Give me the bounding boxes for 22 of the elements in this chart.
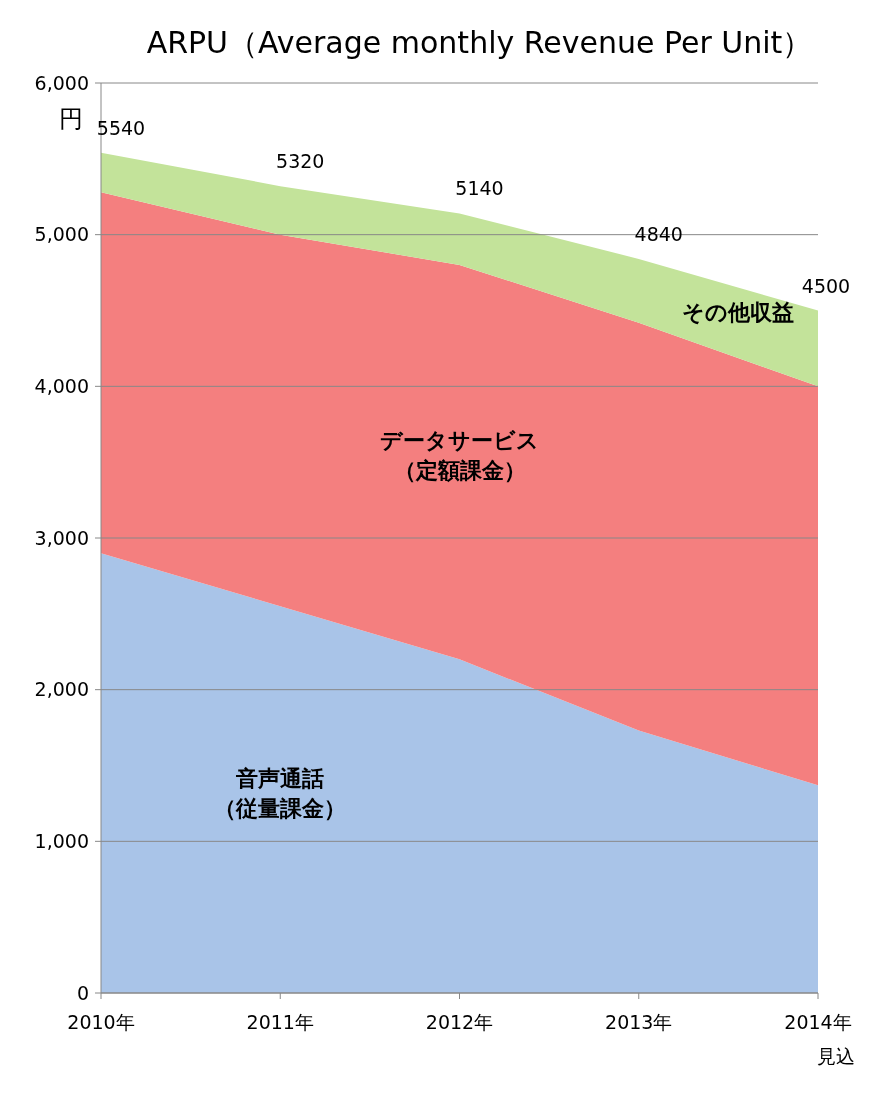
x-tick-label: 2013年: [605, 1011, 673, 1033]
y-tick-label: 2,000: [34, 678, 89, 701]
total-label: 5140: [455, 177, 504, 200]
chart-title: ARPU（Average monthly Revenue Per Unit）: [146, 25, 813, 60]
y-tick-label: 1,000: [34, 829, 89, 852]
x-tick-label: 2011年: [246, 1011, 314, 1033]
y-tick-label: 5,000: [34, 223, 89, 246]
series-label: 音声通話（従量課金）: [214, 765, 347, 821]
series-label: その他収益: [682, 299, 795, 325]
total-label: 4840: [634, 222, 683, 245]
y-axis-title: 円: [59, 105, 83, 133]
series-label: データサービス（定額課金）: [380, 428, 539, 484]
y-tick-label: 4,000: [34, 374, 89, 397]
total-label: 5540: [96, 116, 146, 139]
total-label: 4500: [801, 274, 851, 297]
y-tick-label: 0: [76, 981, 89, 1004]
total-label: 5320: [276, 150, 325, 173]
y-tick-label: 3,000: [34, 526, 89, 549]
x-tick-label: 2014年見込: [784, 1011, 855, 1067]
y-tick-label: 6,000: [34, 71, 89, 94]
x-tick-label: 2012年: [425, 1011, 494, 1033]
x-tick-label: 2010年: [67, 1011, 135, 1033]
